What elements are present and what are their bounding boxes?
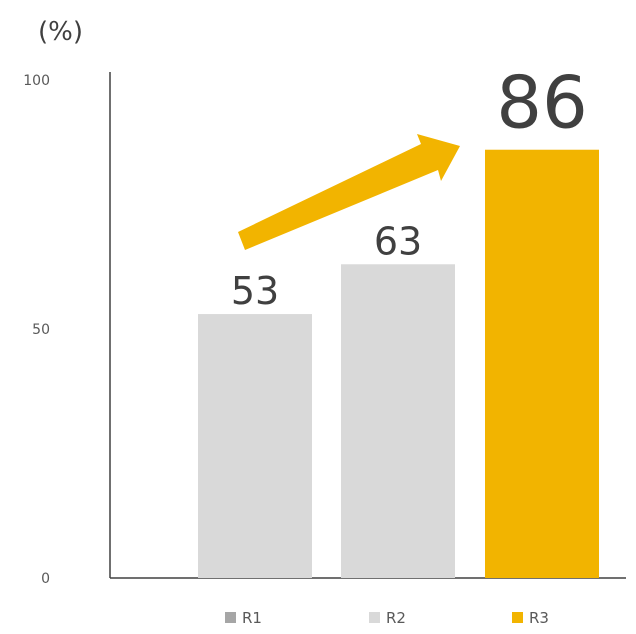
bar-r1 (198, 314, 312, 578)
legend-label-r1: R1 (242, 609, 262, 627)
bar-r2 (341, 264, 455, 578)
y-tick-label: 0 (41, 571, 50, 587)
value-label-r2: 63 (374, 219, 422, 263)
value-label-r1: 53 (231, 269, 279, 313)
value-labels-group: 53 63 86 (231, 61, 588, 313)
legend-swatch-r3 (512, 612, 523, 623)
y-tick-label: 100 (23, 73, 50, 89)
bar-r3 (485, 149, 599, 578)
legend-label-r2: R2 (386, 609, 406, 627)
bars-group (198, 149, 599, 578)
unit-label: (%) (38, 17, 83, 47)
legend: R1 R2 R3 (225, 609, 549, 627)
legend-label-r3: R3 (529, 609, 549, 627)
trend-arrow-shape (238, 134, 460, 250)
legend-swatch-r1 (225, 612, 236, 623)
value-label-r3: 86 (496, 61, 588, 145)
y-tick-label: 50 (32, 322, 50, 338)
legend-swatch-r2 (369, 612, 380, 623)
trend-arrow (238, 134, 460, 250)
y-axis-ticks: 0 50 100 (23, 73, 50, 587)
